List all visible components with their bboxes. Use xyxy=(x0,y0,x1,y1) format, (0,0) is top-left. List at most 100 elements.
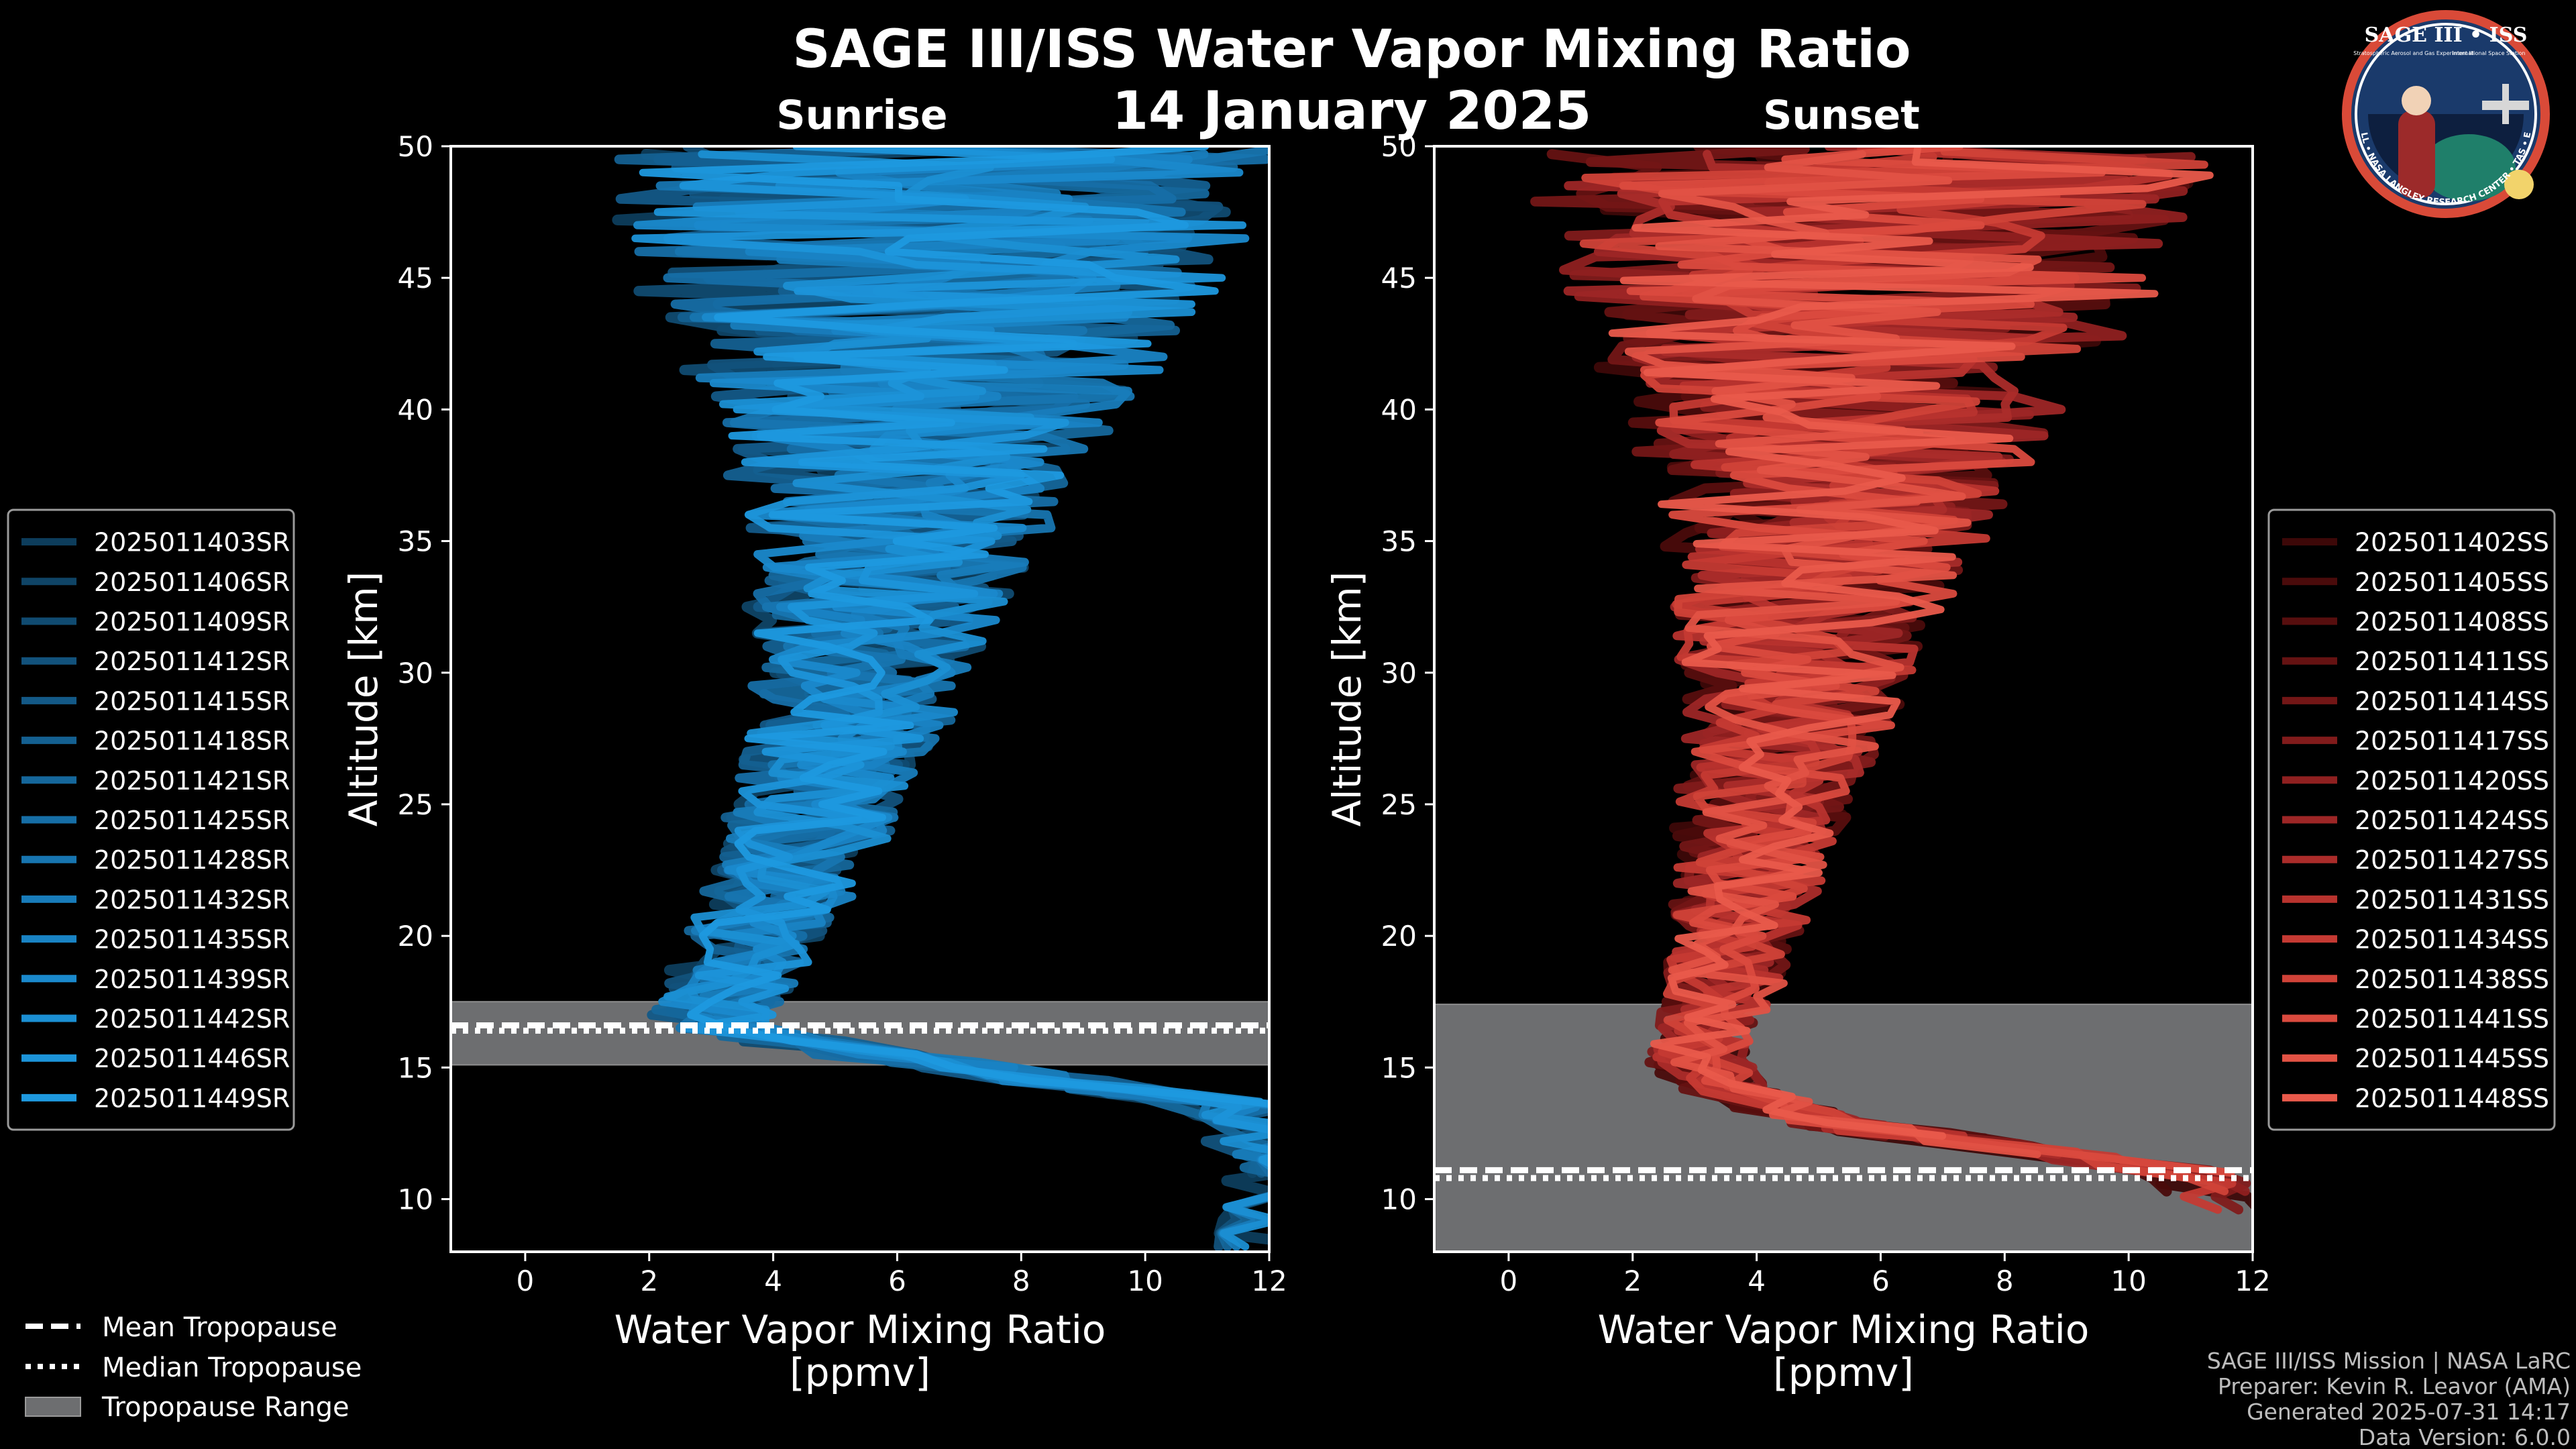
sunset-xtick-label-4: 4 xyxy=(1748,1265,1766,1297)
sunrise-legend-label-2025011412SR: 2025011412SR xyxy=(94,647,290,676)
sunset-legend-label-2025011431SS: 2025011431SS xyxy=(2355,885,2549,914)
sunrise-legend-label-2025011406SR: 2025011406SR xyxy=(94,568,290,597)
sunrise-xlabel: Water Vapor Mixing Ratio xyxy=(614,1307,1106,1352)
sunset-profiles xyxy=(1530,146,2253,1215)
sunset-xtick-label-8: 8 xyxy=(1996,1265,2014,1297)
sunrise-title: Sunrise xyxy=(776,92,947,139)
sunset-legend-label-2025011414SS: 2025011414SS xyxy=(2355,686,2549,716)
sunrise-legend-label-2025011439SR: 2025011439SR xyxy=(94,965,290,994)
sunset-ytick-label-20: 20 xyxy=(1381,920,1417,953)
mean-tropopause-label: Mean Tropopause xyxy=(102,1312,337,1343)
logo-sun-icon xyxy=(2504,170,2534,199)
sunset-profile-2025011445SS xyxy=(1624,150,2042,1159)
logo-station-mast-icon xyxy=(2502,84,2509,124)
sunset-legend-label-2025011411SS: 2025011411SS xyxy=(2355,647,2549,676)
sunset-xtick-label-12: 12 xyxy=(2235,1265,2270,1297)
logo-figure-icon xyxy=(2398,111,2435,198)
logo-ring-inner xyxy=(2355,23,2537,205)
sunset-xlabel-units: [ppmv] xyxy=(1773,1350,1914,1395)
figure-title: SAGE III/ISS Water Vapor Mixing Ratio xyxy=(792,19,1911,80)
sunrise-legend-label-2025011428SR: 2025011428SR xyxy=(94,845,290,875)
median-tropopause-label: Median Tropopause xyxy=(102,1352,362,1383)
footer-line-mission: SAGE III/ISS Mission | NASA LaRC xyxy=(2207,1348,2571,1374)
sunset-axes-frame xyxy=(1433,145,2254,1253)
sunrise-ytick-label-10: 10 xyxy=(398,1183,433,1216)
sunset-xtick-label-0: 0 xyxy=(1500,1265,1518,1297)
sunrise-legend-label-2025011421SR: 2025011421SR xyxy=(94,766,290,796)
logo-text-top: SAGE III • ISS xyxy=(2365,23,2528,47)
sunset-legend-label-2025011448SS: 2025011448SS xyxy=(2355,1083,2549,1113)
sunset-legend-label-2025011438SS: 2025011438SS xyxy=(2355,965,2549,994)
sunrise-profile-2025011449SR xyxy=(639,146,1269,1108)
sunrise-legend-label-2025011446SR: 2025011446SR xyxy=(94,1044,290,1073)
sunrise-ytick-label-30: 30 xyxy=(398,657,433,690)
sunrise-panel: Sunrise 0 2 4 6 8 10 12 10 15 20 25 30 35 40 45 50 Water … xyxy=(7,92,1287,1395)
sunrise-legend-box xyxy=(7,508,295,1131)
sunset-ytick-label-25: 25 xyxy=(1381,788,1417,821)
sunrise-legend-label-2025011449SR: 2025011449SR xyxy=(94,1083,290,1113)
sunset-legend-box xyxy=(2267,508,2556,1131)
sunset-ylabel: Altitude [km] xyxy=(1324,572,1370,826)
sunrise-ytick-label-40: 40 xyxy=(398,393,433,426)
sunrise-ytick-label-50: 50 xyxy=(398,130,433,163)
sunset-panel: Sunset 0 2 4 6 8 10 12 10 15 20 25 30 35 40 45 50 Water V… xyxy=(1324,92,2556,1395)
footer-credits: SAGE III/ISS Mission | NASA LaRC Prepare… xyxy=(2207,1348,2571,1449)
sunset-legend-label-2025011441SS: 2025011441SS xyxy=(2355,1004,2549,1034)
sunset-ytick-label-45: 45 xyxy=(1381,262,1417,294)
footer-line-generated: Generated 2025-07-31 14:17 xyxy=(2247,1399,2571,1425)
sunset-ytick-label-15: 15 xyxy=(1381,1051,1417,1084)
sunset-title: Sunset xyxy=(1763,92,1920,139)
logo-text-sub-left: Stratospheric Aerosol and Gas Experiment… xyxy=(2353,50,2473,56)
sunset-legend-label-2025011420SS: 2025011420SS xyxy=(2355,766,2549,796)
sunrise-legend-label-2025011435SR: 2025011435SR xyxy=(94,925,290,955)
sunrise-xtick-label-2: 2 xyxy=(640,1265,658,1297)
sunset-legend-label-2025011402SS: 2025011402SS xyxy=(2355,528,2549,557)
sunset-legend: 2025011402SS 2025011405SS 2025011408SS 2025… xyxy=(2267,508,2556,1131)
sunset-legend-label-2025011405SS: 2025011405SS xyxy=(2355,568,2549,597)
logo-text-sub-right: International Space Station xyxy=(2453,50,2526,56)
sunset-xtick-label-10: 10 xyxy=(2110,1265,2146,1297)
sunrise-legend-label-2025011418SR: 2025011418SR xyxy=(94,727,290,756)
sunset-ytick-label-30: 30 xyxy=(1381,657,1417,690)
sunset-legend-label-2025011427SS: 2025011427SS xyxy=(2355,845,2549,875)
tropopause-range-swatch xyxy=(25,1397,81,1417)
footer-line-preparer: Preparer: Kevin R. Leavor (AMA) xyxy=(2218,1373,2571,1399)
sunset-ytick-label-50: 50 xyxy=(1381,130,1417,163)
tropopause-legend: Mean Tropopause Median Tropopause Tropop… xyxy=(25,1312,362,1423)
sunrise-xtick-label-12: 12 xyxy=(1251,1265,1287,1297)
sunrise-legend-label-2025011409SR: 2025011409SR xyxy=(94,607,290,637)
figure-date: 14 January 2025 xyxy=(1112,81,1592,142)
sunrise-legend-label-2025011432SR: 2025011432SR xyxy=(94,885,290,914)
sunset-xtick-label-2: 2 xyxy=(1623,1265,1642,1297)
sunrise-profiles xyxy=(612,146,1269,1252)
sunrise-xlabel-units: [ppmv] xyxy=(790,1350,930,1395)
sunrise-ylabel: Altitude [km] xyxy=(341,572,386,826)
sunset-legend-label-2025011408SS: 2025011408SS xyxy=(2355,607,2549,637)
sunrise-xtick-label-6: 6 xyxy=(888,1265,906,1297)
sunrise-ytick-label-25: 25 xyxy=(398,788,433,821)
sunrise-ytick-label-45: 45 xyxy=(398,262,433,294)
sunset-legend-label-2025011417SS: 2025011417SS xyxy=(2355,727,2549,756)
sunrise-legend-label-2025011442SR: 2025011442SR xyxy=(94,1004,290,1034)
sunrise-legend: 2025011403SR 2025011406SR 2025011409SR 2025… xyxy=(7,508,295,1131)
sunrise-ytick-label-15: 15 xyxy=(398,1051,433,1084)
sunset-ytick-label-35: 35 xyxy=(1381,525,1417,558)
logo-head-icon xyxy=(2402,86,2431,115)
sunset-profile-2025011448SS xyxy=(1608,146,2214,1140)
sunrise-profile-2025011446SR xyxy=(631,146,1269,1168)
sunrise-xtick-label-0: 0 xyxy=(517,1265,535,1297)
sunset-ytick-label-40: 40 xyxy=(1381,393,1417,426)
sunset-legend-label-2025011445SS: 2025011445SS xyxy=(2355,1044,2549,1073)
sunset-xlabel: Water Vapor Mixing Ratio xyxy=(1598,1307,2090,1352)
tropopause-range-label: Tropopause Range xyxy=(101,1392,350,1423)
sunset-legend-label-2025011424SS: 2025011424SS xyxy=(2355,806,2549,835)
sunset-ytick-label-10: 10 xyxy=(1381,1183,1417,1216)
sunrise-ytick-label-35: 35 xyxy=(398,525,433,558)
sunrise-xtick-label-10: 10 xyxy=(1127,1265,1163,1297)
sunrise-legend-label-2025011415SR: 2025011415SR xyxy=(94,686,290,716)
sunset-legend-label-2025011434SS: 2025011434SS xyxy=(2355,925,2549,955)
sunrise-ytick-label-20: 20 xyxy=(398,920,433,953)
logo-earth-icon xyxy=(2422,134,2516,201)
footer-line-version: Data Version: 6.0.0 xyxy=(2359,1424,2571,1449)
